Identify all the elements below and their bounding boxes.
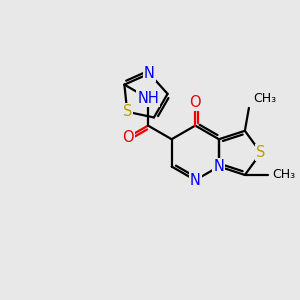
Text: N: N (144, 66, 155, 81)
Text: S: S (123, 104, 132, 119)
Text: CH₃: CH₃ (272, 169, 296, 182)
Text: CH₃: CH₃ (253, 92, 276, 105)
Text: O: O (122, 130, 134, 145)
Text: N: N (214, 159, 224, 174)
Text: NH: NH (137, 91, 159, 106)
Text: O: O (190, 95, 201, 110)
Text: N: N (190, 173, 201, 188)
Text: S: S (256, 146, 266, 160)
